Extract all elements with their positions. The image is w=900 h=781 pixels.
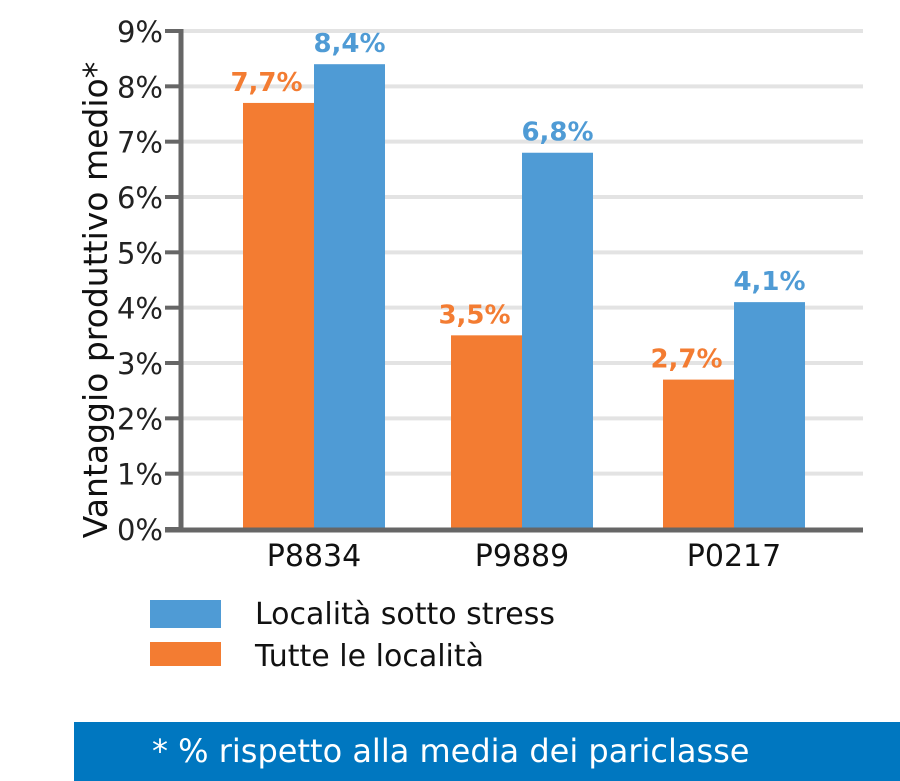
bar-all (243, 102, 314, 529)
bar-stress (314, 64, 385, 529)
bar-all (451, 335, 522, 529)
legend-label-all: Tutte le località (254, 639, 484, 674)
data-label: 3,5% (438, 300, 510, 330)
x-tick-label: P8834 (267, 539, 361, 574)
y-tick-label: 2% (117, 402, 163, 436)
y-tick-label: 9% (117, 15, 163, 49)
data-label: 8,4% (313, 29, 385, 59)
data-label: 2,7% (650, 345, 722, 375)
y-tick-label: 4% (117, 292, 163, 326)
legend-swatch-stress (150, 600, 221, 628)
legend: Località sotto stress Tutte le località (150, 597, 555, 674)
y-tick-label: 8% (117, 70, 163, 104)
y-axis-title: Vantaggio produttivo medio* (76, 62, 115, 538)
bar-stress (522, 152, 593, 529)
bar-all (663, 379, 734, 529)
y-tick-label: 5% (117, 236, 163, 270)
x-tick-label: P0217 (687, 539, 781, 574)
y-tick-label: 3% (117, 347, 163, 381)
legend-label-stress: Località sotto stress (255, 597, 555, 632)
bar-stress (734, 302, 805, 529)
y-tick-label: 1% (117, 458, 163, 492)
data-label: 6,8% (521, 118, 593, 148)
data-label: 4,1% (733, 267, 805, 297)
x-tick-label: P9889 (475, 539, 569, 574)
y-tick-label: 7% (117, 126, 163, 160)
data-label: 7,7% (230, 68, 302, 98)
y-tick-label: 6% (117, 181, 163, 215)
footnote-banner: * % rispetto alla media dei pariclasse (74, 722, 900, 781)
y-tick-label: 0% (117, 513, 163, 547)
legend-swatch-all (150, 642, 221, 666)
